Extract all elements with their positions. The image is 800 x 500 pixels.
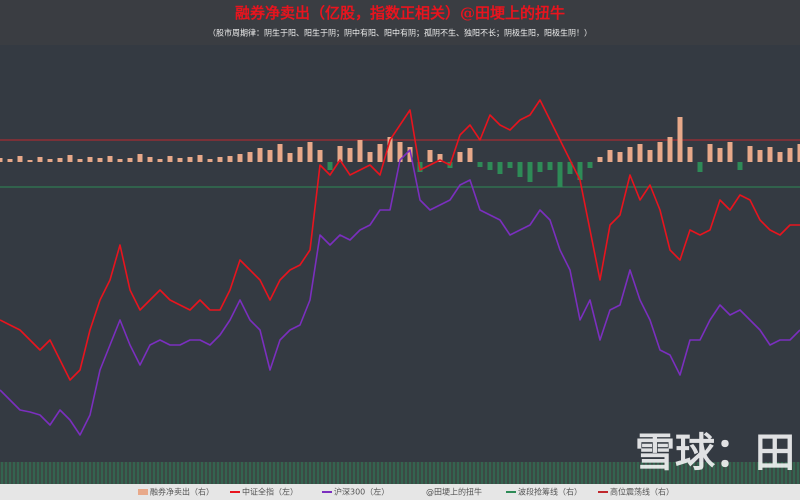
bar (227, 156, 233, 162)
bar (477, 162, 483, 167)
legend-label: 融券净卖出（右） (150, 487, 214, 497)
watermark: 雪球：田 (635, 430, 795, 476)
legend-band (0, 484, 800, 500)
bar (747, 146, 753, 162)
bar (387, 137, 393, 162)
bar (687, 147, 693, 162)
bar (797, 144, 800, 162)
bar (207, 159, 213, 162)
legend-label: @田埂上的扭牛 (426, 487, 482, 497)
bar (467, 148, 473, 162)
bar (627, 147, 633, 162)
bar (597, 157, 603, 162)
bar (497, 162, 503, 174)
bar (147, 157, 153, 162)
bar (697, 162, 703, 172)
bar (357, 140, 363, 162)
bar (337, 146, 343, 162)
bar (377, 144, 383, 162)
bar (767, 147, 773, 162)
bar (27, 160, 33, 162)
bar (577, 162, 583, 180)
bar (777, 152, 783, 162)
legend-label: 高位震荡线（右） (610, 487, 674, 497)
legend: 融券净卖出（右） 中证全指（左） 沪深300（左） @田埂上的扭牛 波段抢筹线（右） 高位… (138, 487, 674, 497)
bar (327, 162, 333, 170)
bar (187, 157, 193, 162)
bar (87, 157, 93, 162)
bar (317, 150, 323, 162)
bar (137, 154, 143, 162)
bar (457, 152, 463, 162)
bar (567, 162, 573, 174)
bar (537, 162, 543, 172)
bar (47, 159, 53, 162)
bar (617, 152, 623, 162)
legend-label: 中证全指（左） (242, 487, 298, 497)
bar (437, 154, 443, 162)
bar (297, 147, 303, 162)
bar (67, 155, 73, 162)
bottom-band (0, 462, 800, 484)
bar (657, 142, 663, 162)
line (0, 99, 800, 381)
bar (787, 148, 793, 162)
bar (157, 159, 163, 162)
bar (647, 150, 653, 162)
bar (607, 150, 613, 162)
bar (507, 162, 513, 168)
bar (127, 158, 133, 162)
bar (17, 156, 23, 162)
bar (407, 147, 413, 162)
bar (397, 142, 403, 162)
bar (637, 144, 643, 162)
bar (707, 144, 713, 162)
chart-subtitle: （股市周期律：阴生于阳、阳生于阴；阴中有阳、阳中有阴；孤阴不生、独阳不长；阴极生… (208, 28, 592, 38)
bar (97, 158, 103, 162)
bar (757, 150, 763, 162)
bar (517, 162, 523, 177)
bar (167, 156, 173, 162)
bar (267, 150, 273, 162)
bar (727, 142, 733, 162)
bar (277, 144, 283, 162)
bar (587, 162, 593, 168)
header-band (0, 0, 800, 45)
bar (367, 152, 373, 162)
bar (307, 142, 313, 162)
bar (737, 162, 743, 170)
bar (107, 156, 113, 162)
plot (0, 99, 800, 436)
legend-label: 沪深300（左） (334, 487, 389, 497)
bar (717, 148, 723, 162)
bar (257, 148, 263, 162)
chart-title: 融券净卖出（亿股，指数正相关）@田埂上的扭牛 (235, 4, 565, 22)
bar (667, 137, 673, 162)
bar (287, 153, 293, 162)
bar (677, 117, 683, 162)
bar (117, 159, 123, 162)
bar (177, 158, 183, 162)
bar (547, 162, 553, 170)
bar (57, 158, 63, 162)
bar (217, 157, 223, 162)
bar (527, 162, 533, 182)
bar (247, 152, 253, 162)
bar (347, 148, 353, 162)
legend-label: 波段抢筹线（右） (518, 487, 582, 497)
line (0, 149, 800, 436)
bar (7, 159, 13, 162)
bar (197, 155, 203, 162)
bar (237, 154, 243, 162)
bar (37, 157, 43, 162)
bar (77, 159, 83, 162)
bar (0, 158, 3, 162)
legend-swatch (138, 489, 148, 495)
bar (557, 162, 563, 187)
bar (427, 150, 433, 162)
bar (487, 162, 493, 170)
